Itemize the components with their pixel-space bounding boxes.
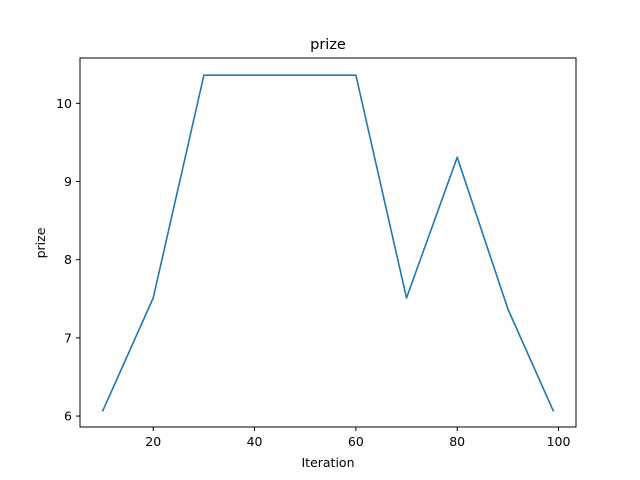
y-axis: 6 7 8 9 10 [56,96,80,424]
plot-area [79,57,577,428]
x-tick-label: 100 [547,434,571,449]
y-tick-label: 6 [64,409,72,424]
x-tick-label: 60 [348,434,364,449]
chart-title: prize [310,37,346,53]
y-tick-label: 9 [64,174,72,189]
series-line [101,74,555,412]
x-axis: 20 40 60 80 100 [145,427,570,449]
y-tick-label: 10 [56,96,72,111]
y-tick-label: 7 [64,330,72,345]
x-tick-label: 40 [247,434,263,449]
y-tick-label: 8 [64,252,72,267]
y-axis-label: prize [33,227,48,258]
x-axis-label: Iteration [301,455,354,470]
series-layer [101,74,555,412]
x-tick-label: 80 [449,434,465,449]
plot-frame [79,57,577,428]
x-tick-label: 20 [145,434,161,449]
